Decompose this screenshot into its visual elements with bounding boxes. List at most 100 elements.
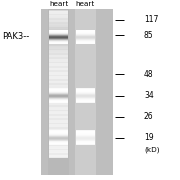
Bar	[49, 98, 68, 99]
Bar	[76, 140, 95, 141]
Bar	[49, 36, 68, 38]
Bar	[49, 55, 68, 57]
Bar	[76, 138, 95, 139]
Bar	[49, 60, 68, 62]
Bar	[76, 35, 95, 37]
Bar	[76, 141, 95, 143]
Bar	[49, 139, 68, 140]
Bar	[49, 130, 68, 132]
Bar	[49, 75, 68, 77]
Bar	[49, 129, 68, 131]
Bar	[49, 74, 68, 76]
Bar	[49, 27, 68, 29]
Bar	[49, 65, 68, 67]
Bar	[49, 121, 68, 123]
Bar	[49, 116, 68, 118]
Bar	[76, 141, 95, 143]
Bar	[49, 100, 68, 101]
Bar	[49, 82, 68, 84]
Bar	[49, 87, 68, 89]
Bar	[76, 97, 95, 99]
Bar	[76, 133, 95, 135]
Bar	[76, 94, 95, 96]
Bar	[49, 141, 68, 144]
Bar	[49, 31, 68, 32]
Bar	[49, 42, 68, 44]
Bar	[49, 137, 68, 139]
Bar	[49, 35, 68, 37]
Text: heart: heart	[50, 1, 69, 7]
Bar	[76, 90, 95, 92]
Bar	[49, 33, 68, 34]
Bar	[49, 126, 68, 128]
Bar	[49, 33, 68, 35]
Bar	[76, 92, 95, 93]
Bar	[49, 135, 68, 136]
Bar	[49, 108, 68, 110]
Bar	[49, 150, 68, 153]
Bar	[49, 98, 68, 100]
Bar	[49, 61, 68, 63]
Bar	[49, 62, 68, 64]
Bar	[49, 72, 68, 74]
Bar	[49, 97, 68, 99]
Bar	[49, 97, 68, 98]
Bar	[49, 41, 68, 43]
Bar	[49, 89, 68, 91]
Bar	[49, 32, 68, 34]
Bar	[49, 122, 68, 124]
Bar	[49, 91, 68, 92]
Text: 34: 34	[144, 91, 154, 100]
Bar	[49, 11, 68, 13]
Bar	[76, 41, 95, 43]
Bar	[49, 132, 68, 134]
Bar	[49, 131, 68, 133]
Bar	[76, 40, 95, 41]
Bar	[49, 64, 68, 66]
Bar	[49, 11, 68, 14]
Bar	[49, 41, 68, 42]
Bar	[76, 97, 95, 99]
Bar	[76, 37, 95, 39]
Bar	[49, 137, 68, 138]
Bar	[49, 30, 68, 32]
Bar	[49, 63, 68, 65]
Bar	[76, 36, 95, 38]
Bar	[49, 57, 68, 59]
Bar	[49, 91, 68, 93]
Bar	[49, 93, 68, 95]
Bar	[76, 42, 95, 44]
Bar	[76, 140, 95, 142]
Bar	[76, 32, 95, 34]
Bar	[49, 35, 68, 37]
Bar	[49, 86, 68, 88]
Bar	[49, 30, 68, 32]
Bar	[76, 30, 95, 32]
Bar	[49, 37, 68, 38]
Bar	[49, 92, 68, 93]
Bar	[49, 35, 68, 36]
Bar	[49, 101, 68, 103]
Bar	[49, 54, 68, 56]
Bar	[76, 132, 95, 133]
Bar	[76, 39, 95, 41]
Bar	[49, 125, 68, 127]
Bar	[49, 38, 68, 39]
Bar	[49, 137, 68, 139]
Bar	[76, 98, 95, 100]
Bar	[76, 33, 95, 34]
Bar	[49, 134, 68, 135]
Text: PAK3--: PAK3--	[2, 32, 29, 41]
Bar	[49, 59, 68, 62]
Bar	[76, 131, 95, 133]
Bar	[49, 133, 68, 135]
Bar	[49, 15, 68, 18]
Bar	[49, 117, 68, 119]
Bar	[49, 138, 68, 140]
Bar	[76, 95, 95, 97]
Bar	[49, 139, 68, 141]
Bar	[76, 31, 95, 33]
Bar	[49, 143, 68, 144]
Bar	[49, 88, 68, 90]
Bar	[49, 31, 68, 33]
